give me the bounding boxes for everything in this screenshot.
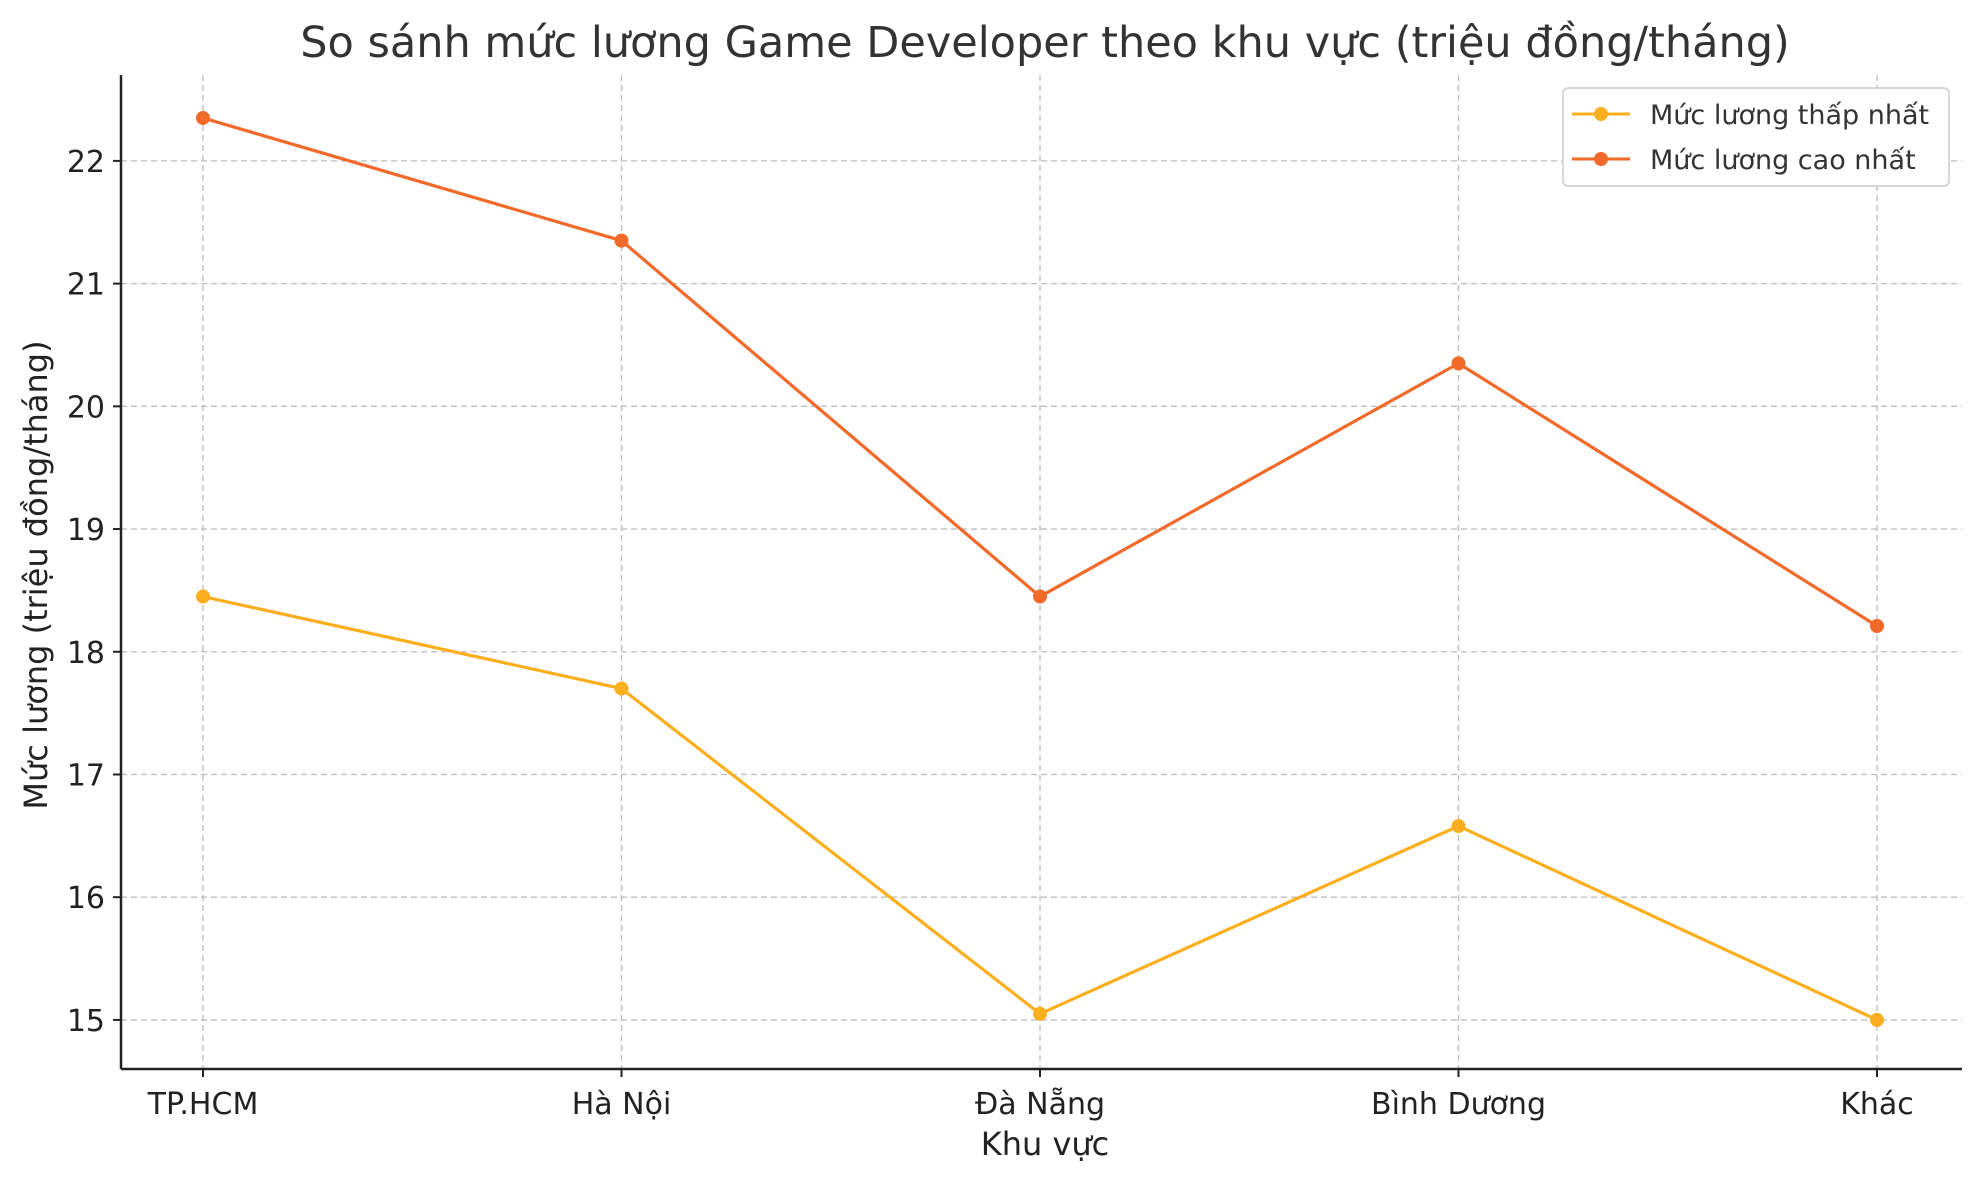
legend-label-max: Mức lương cao nhất — [1650, 145, 1916, 176]
y-axis-label: Mức lương (triệu đồng/tháng) — [17, 340, 55, 809]
x-tick-label: Khác — [1840, 1087, 1914, 1122]
data-point — [196, 110, 210, 125]
data-point — [1451, 819, 1466, 834]
x-tick-label: TP.HCM — [147, 1087, 259, 1122]
legend-box — [1562, 87, 1950, 187]
data-point — [1033, 1006, 1047, 1021]
x-tick-label: Bình Dương — [1371, 1087, 1546, 1122]
x-axis-label: Khu vực — [981, 1125, 1110, 1163]
y-tick-label: 17 — [67, 758, 105, 793]
x-tick-label: Hà Nội — [572, 1087, 672, 1122]
x-tick-label: Đà Nẵng — [975, 1087, 1105, 1122]
y-tick-label: 15 — [67, 1004, 105, 1039]
y-tick-label: 22 — [67, 145, 105, 180]
data-point — [1870, 1012, 1884, 1027]
y-tick-label: 21 — [67, 268, 105, 303]
legend: Mức lương thấp nhất Mức lương cao nhất — [1562, 87, 1950, 187]
y-tick-label: 16 — [67, 881, 105, 916]
data-point — [614, 233, 629, 248]
chart-title: So sánh mức lương Game Developer theo kh… — [300, 18, 1790, 68]
y-tick-label: 20 — [67, 390, 105, 425]
data-point — [1033, 589, 1047, 604]
data-point — [196, 589, 210, 604]
legend-label-min: Mức lương thấp nhất — [1650, 100, 1929, 131]
grid — [121, 75, 1962, 1069]
y-tick-label: 19 — [67, 513, 105, 548]
data-point — [1451, 356, 1466, 371]
legend-marker-min — [1594, 107, 1608, 121]
data-point — [614, 681, 629, 696]
series-lines — [196, 110, 1884, 1027]
data-point — [1870, 618, 1884, 633]
tick-labels: 15 16 17 18 19 20 21 22 TP.HCM Hà Nội Đà Nẵng Bình … — [67, 145, 1914, 1122]
legend-marker-max — [1594, 152, 1608, 166]
axes — [113, 75, 1962, 1077]
y-tick-label: 18 — [67, 636, 105, 671]
